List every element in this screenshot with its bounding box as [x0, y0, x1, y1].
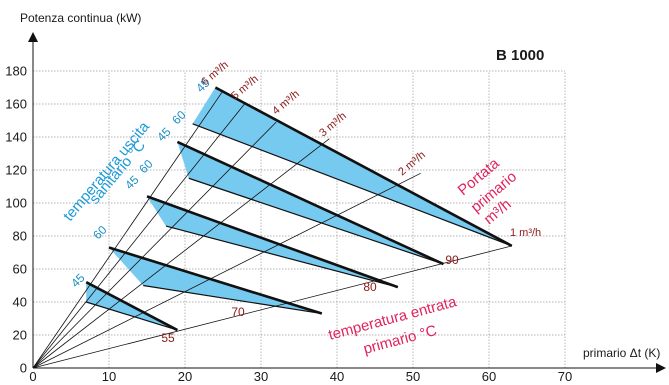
inlet-temperature-label: 55 — [161, 331, 175, 345]
flow-rate-line — [32, 172, 421, 369]
y-axis-arrow — [28, 32, 38, 42]
outlet-temperature-label: 60 — [90, 223, 110, 243]
operating-band — [192, 87, 512, 246]
band-lower-line — [192, 123, 513, 247]
band-upper-line — [214, 86, 513, 248]
operating-bands — [86, 87, 512, 331]
band-lower-line — [143, 284, 322, 315]
inlet-temperature-label: 80 — [363, 280, 377, 294]
x-tick-label: 60 — [482, 369, 496, 384]
x-tick-label: 70 — [558, 369, 572, 384]
flow-rate-lines — [32, 90, 512, 369]
y-tick-label: 140 — [5, 130, 27, 145]
outlet-temperature-label: 45 — [154, 125, 174, 145]
band-upper-line — [108, 246, 323, 315]
x-tick-label: 10 — [102, 369, 116, 384]
inlet-temperature-label: 90 — [445, 253, 459, 267]
x-tick-label: 40 — [330, 369, 344, 384]
flow-rate-label: 2 m³/h — [396, 149, 428, 178]
y-tick-label: 40 — [13, 295, 27, 310]
y-tick-label: 100 — [5, 196, 27, 211]
y-tick-label: 0 — [20, 361, 27, 376]
chart-title: B 1000 — [496, 47, 544, 64]
grid-lines — [33, 70, 566, 368]
flow-rate-label: 4 m³/h — [270, 88, 302, 117]
x-tick-label: 50 — [406, 369, 420, 384]
inlet-temperature-label: 70 — [231, 305, 245, 319]
flow-rate-line — [32, 90, 224, 369]
band-lower-line — [165, 225, 398, 288]
band-upper-line — [85, 281, 179, 332]
flow-rate-line — [32, 121, 277, 369]
x-axis-arrow — [656, 363, 666, 373]
y-tick-label: 20 — [13, 328, 27, 343]
flow-rate-line — [32, 138, 330, 369]
x-tick-label: 20 — [178, 369, 192, 384]
axes — [28, 32, 666, 373]
x-tick-label: 30 — [254, 369, 268, 384]
band-upper-line — [176, 140, 444, 266]
band-lower-line — [86, 301, 178, 331]
flow-rate-line — [32, 245, 512, 369]
x-axis-title: primario Δt (K) — [583, 346, 660, 360]
band-upper-line — [146, 195, 399, 289]
band-boundary-lines — [85, 86, 513, 332]
flow-rate-label: 5 m³/h — [229, 73, 261, 102]
y-tick-label: 180 — [5, 64, 27, 79]
outlet-temperature-label: 45 — [68, 271, 88, 291]
band-lower-line — [188, 177, 444, 265]
x-tick-label: 0 — [29, 369, 36, 384]
y-tick-label: 120 — [5, 163, 27, 178]
y-tick-label: 60 — [13, 262, 27, 277]
y-tick-label: 160 — [5, 97, 27, 112]
flow-rate-line — [32, 102, 247, 369]
y-axis-title: Potenza continua (kW) — [20, 11, 141, 25]
y-tick-label: 80 — [13, 229, 27, 244]
flow-rate-label: 1 m³/h — [510, 227, 541, 239]
flow-rate-label: 3 m³/h — [317, 110, 349, 139]
outlet-temperature-label: 60 — [169, 108, 189, 128]
